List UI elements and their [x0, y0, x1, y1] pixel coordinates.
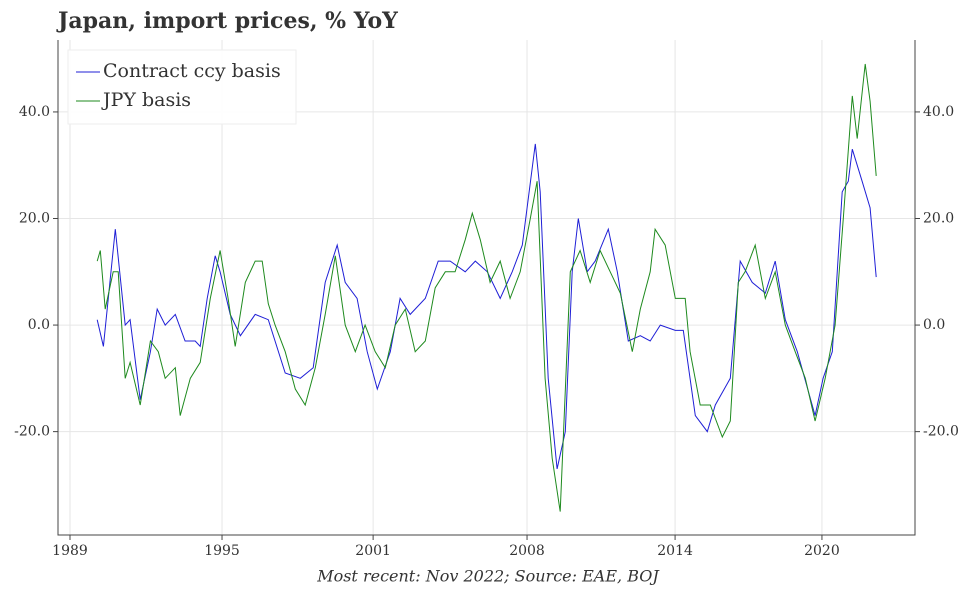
legend-box	[67, 49, 297, 125]
y-tick-label: 0.0	[28, 317, 50, 333]
y2-tick-label: 40.0	[923, 104, 954, 120]
data-line	[96, 143, 877, 470]
y-tick-label: -20.0	[14, 424, 50, 440]
legend-label: Contract ccy basis	[103, 60, 281, 82]
x-tick-label: 2020	[804, 543, 840, 559]
y-tick-label: 40.0	[19, 104, 50, 120]
data-line	[96, 63, 877, 512]
axis-frame	[57, 40, 916, 536]
y2-tick-label: -20.0	[923, 424, 959, 440]
footnote: Most recent: Nov 2022; Source: EAE, BOJ	[316, 567, 660, 586]
x-tick-label: 2008	[509, 543, 545, 559]
legend-label: JPY basis	[101, 89, 191, 111]
y-tick-label: 20.0	[19, 210, 50, 226]
chart-title: Japan, import prices, % YoY	[56, 8, 398, 34]
y2-tick-label: 0.0	[923, 317, 945, 333]
x-tick-label: 2001	[355, 543, 391, 559]
x-tick-label: 1989	[52, 543, 88, 559]
x-tick-label: 2014	[657, 543, 693, 559]
x-tick-label: 1995	[204, 543, 240, 559]
y2-tick-label: 20.0	[923, 210, 954, 226]
